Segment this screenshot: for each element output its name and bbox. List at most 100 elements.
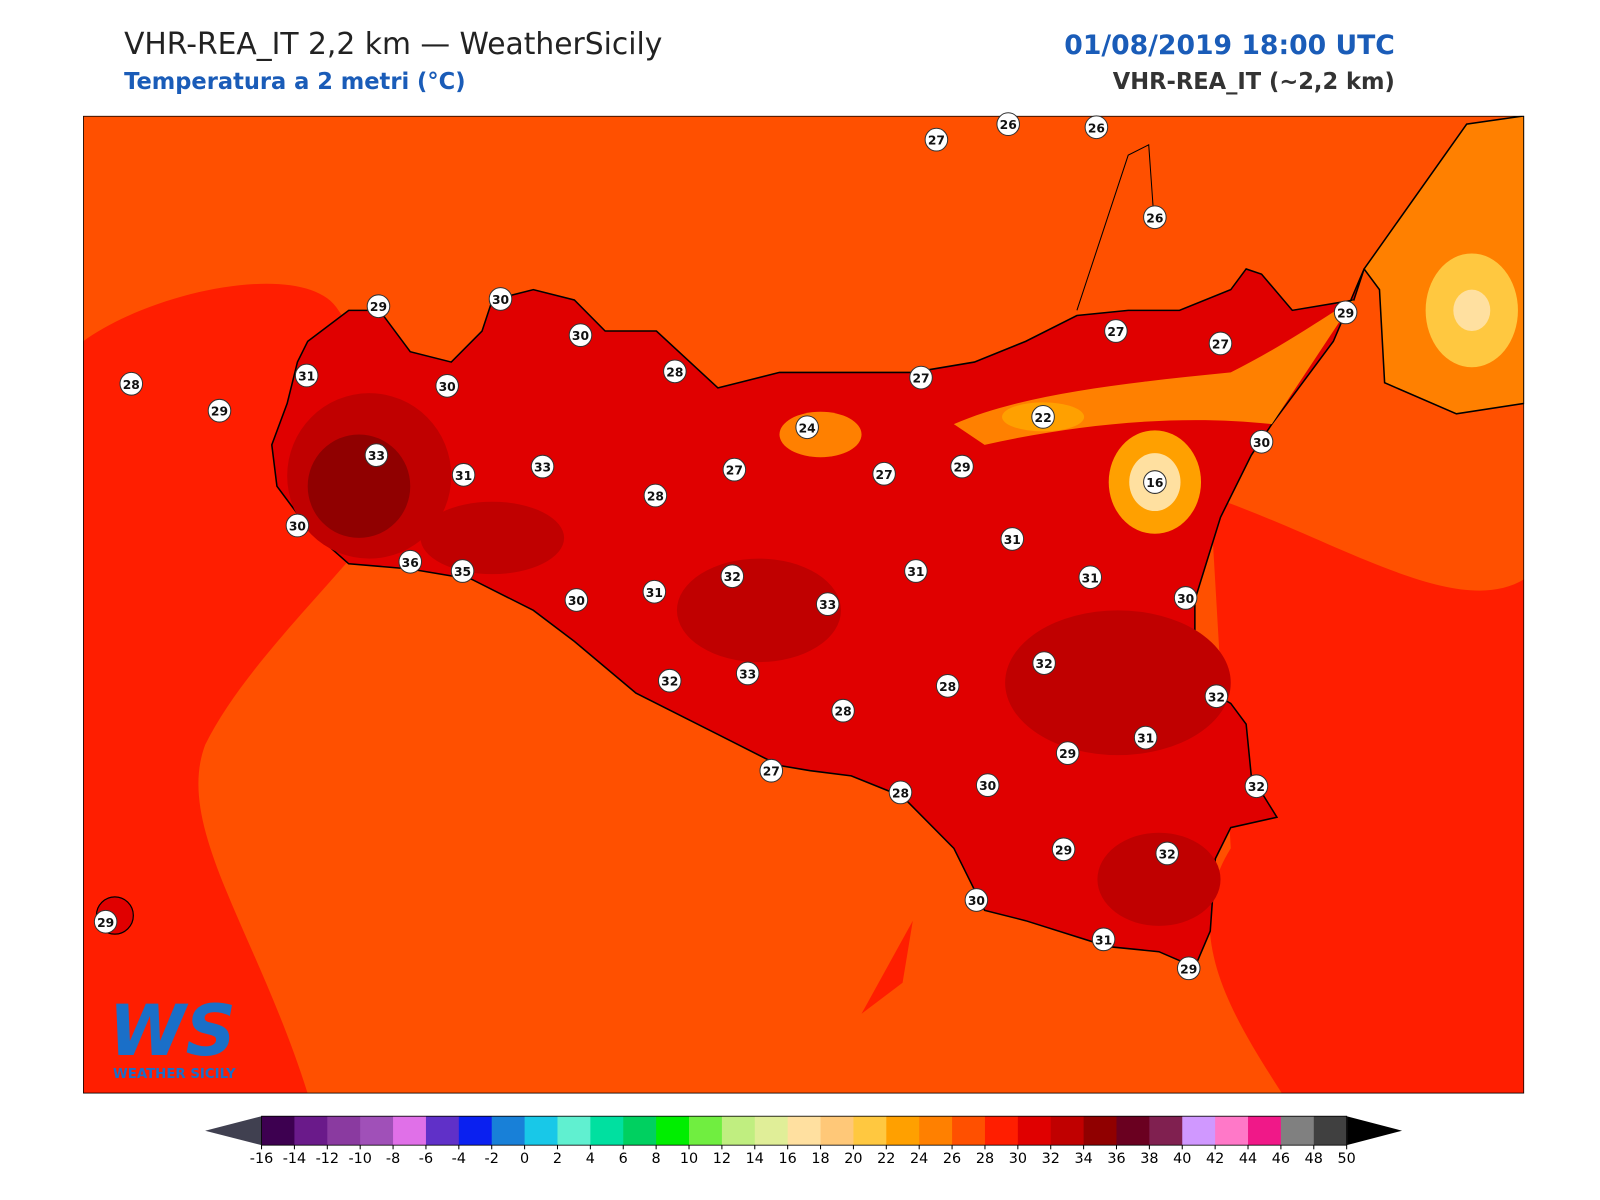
colorbar-tick-label: 46	[1272, 1151, 1290, 1167]
colorbar-segment	[952, 1116, 986, 1146]
station: 33	[815, 592, 840, 617]
station: 27	[1104, 319, 1128, 343]
station-value: 30	[968, 894, 986, 908]
station-value: 31	[298, 370, 315, 384]
colorbar-tick-label: 34	[1074, 1151, 1092, 1167]
colorbar-segment	[1050, 1116, 1085, 1146]
station: 28	[663, 359, 687, 384]
colorbar-segment	[294, 1116, 328, 1146]
station: 32	[1204, 684, 1229, 709]
colorbar-segment	[261, 1116, 295, 1146]
station-marker	[568, 323, 593, 348]
station-value: 32	[661, 675, 678, 689]
colorbar-tick-label: -8	[386, 1151, 400, 1167]
station-marker	[815, 592, 840, 617]
colorbar-tick-label: 42	[1206, 1151, 1224, 1167]
colorbar-segment	[557, 1116, 591, 1146]
logo-text: WS	[109, 990, 236, 1072]
station-marker	[831, 698, 855, 723]
station-marker	[1032, 651, 1056, 675]
station-marker	[759, 758, 784, 783]
station: 31	[1000, 527, 1025, 551]
station: 36	[398, 549, 423, 574]
colorbar-tick-label: 10	[680, 1151, 698, 1167]
station-value: 27	[1212, 337, 1229, 351]
colorbar-tick-label: 36	[1107, 1151, 1125, 1167]
logo-caption: WEATHER SICILY	[113, 1067, 236, 1082]
station: 31	[904, 559, 928, 583]
station-value: 26	[1000, 118, 1017, 132]
station: 30	[564, 588, 589, 612]
station-marker	[1078, 565, 1103, 590]
station-value: 30	[439, 380, 457, 394]
colorbar-tick-label: 30	[1009, 1151, 1027, 1167]
map-area: WS WEATHER SICILY 27 26 26 26 29 30 30 29 27 27 28…	[83, 112, 1525, 1094]
station-marker	[1333, 300, 1358, 325]
station-value: 27	[1107, 325, 1124, 339]
station: 26	[1084, 115, 1109, 140]
station-value: 32	[724, 570, 741, 584]
station-marker	[398, 549, 423, 574]
colorbar-tick-label: 0	[520, 1151, 529, 1167]
station: 33	[364, 443, 389, 468]
colorbar-tick-label: 32	[1042, 1151, 1060, 1167]
colorbar-segment	[853, 1116, 887, 1146]
colorbar-segment	[689, 1116, 723, 1146]
station: 28	[888, 780, 913, 805]
station-marker	[1244, 774, 1269, 799]
colorbar-segment	[886, 1116, 920, 1146]
colorbar-segment	[1182, 1116, 1216, 1146]
station-marker	[1031, 405, 1055, 429]
station-value: 32	[1036, 657, 1053, 671]
station: 27	[909, 365, 933, 390]
station: 29	[1051, 837, 1076, 862]
colorbar-segment	[1280, 1116, 1315, 1146]
station-value: 27	[928, 134, 945, 148]
colorbar-tick-label: 8	[652, 1151, 661, 1167]
station-marker	[964, 888, 989, 912]
station-marker	[1051, 837, 1076, 862]
colorbar-tick-label: -4	[452, 1151, 466, 1167]
station-value: 33	[739, 667, 756, 681]
colorbar-segment	[393, 1116, 427, 1146]
station-value: 30	[572, 329, 590, 343]
station: 35	[450, 559, 475, 583]
stations: 27 26 26 26 29 30 30 29 27 27 28 31 30 28 27 29 24 22 30 33…	[93, 112, 1358, 981]
station-value: 27	[726, 464, 743, 478]
station-value: 30	[568, 594, 586, 608]
station: 26	[1143, 205, 1167, 230]
colorbar-tick-label: -2	[485, 1151, 499, 1167]
station-marker	[1208, 331, 1233, 356]
colorbar-segment	[919, 1116, 953, 1146]
station: 27	[924, 127, 949, 152]
station-marker	[1055, 741, 1080, 765]
station-marker	[119, 371, 144, 396]
station: 29	[950, 454, 974, 479]
station-value: 27	[912, 372, 929, 386]
station-value: 31	[646, 586, 663, 600]
colorbar-segment	[491, 1116, 526, 1146]
station: 30	[975, 773, 1000, 798]
colorbar: -16 -14 -12 -10 -8 -6 -4 -2 0 2 4 6 8 10 12 14 16 18 20 22 2…	[205, 1115, 1403, 1167]
station-marker	[1249, 429, 1274, 454]
colorbar-segment	[458, 1116, 493, 1146]
colorbar-segment	[425, 1116, 460, 1146]
station: 31	[294, 363, 319, 388]
station: 28	[935, 673, 960, 698]
station: 30	[1249, 429, 1274, 454]
station-marker	[1104, 319, 1128, 343]
colorbar-segment	[787, 1116, 822, 1146]
station-marker	[1155, 841, 1179, 866]
colorbar-tick-label: 16	[779, 1151, 797, 1167]
colorbar-tick-label: 20	[844, 1151, 862, 1167]
colorbar-segment	[656, 1116, 690, 1146]
station-value: 29	[97, 916, 114, 930]
station-marker	[530, 454, 555, 479]
station-value: 27	[763, 765, 780, 779]
colorbar-tick-label: 4	[586, 1151, 595, 1167]
station: 28	[119, 371, 144, 396]
station-marker	[1091, 927, 1116, 952]
station-marker	[935, 673, 960, 698]
colorbar-segment	[360, 1116, 394, 1146]
station-marker	[435, 373, 459, 398]
